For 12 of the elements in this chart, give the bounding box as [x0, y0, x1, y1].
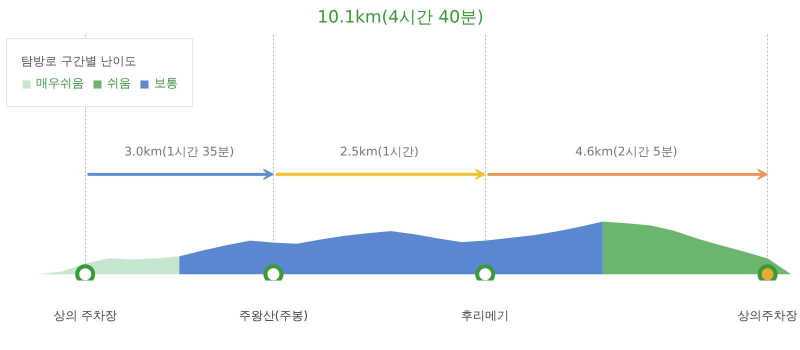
- text: 3.0km(1시간 35분): [124, 144, 234, 159]
- x-tick-label: 상의주차장: [738, 308, 798, 322]
- chart-title: 10.1km(4시간 40분): [317, 8, 484, 28]
- legend-label: 매우쉬움: [36, 75, 84, 92]
- legend-title: 탐방로 구간별 난이도: [21, 53, 138, 70]
- x-tick-label: 주왕산(주봉): [238, 308, 308, 322]
- x-tick-label: 후리메기: [461, 308, 510, 322]
- legend-label: 보통: [154, 75, 178, 92]
- legend-label: 쉬움: [107, 75, 131, 92]
- text: 2.5km(1시간): [340, 144, 419, 159]
- x-tick-label: 상의 주차장: [53, 308, 118, 322]
- text: 4.6km(2시간 5분): [575, 144, 678, 159]
